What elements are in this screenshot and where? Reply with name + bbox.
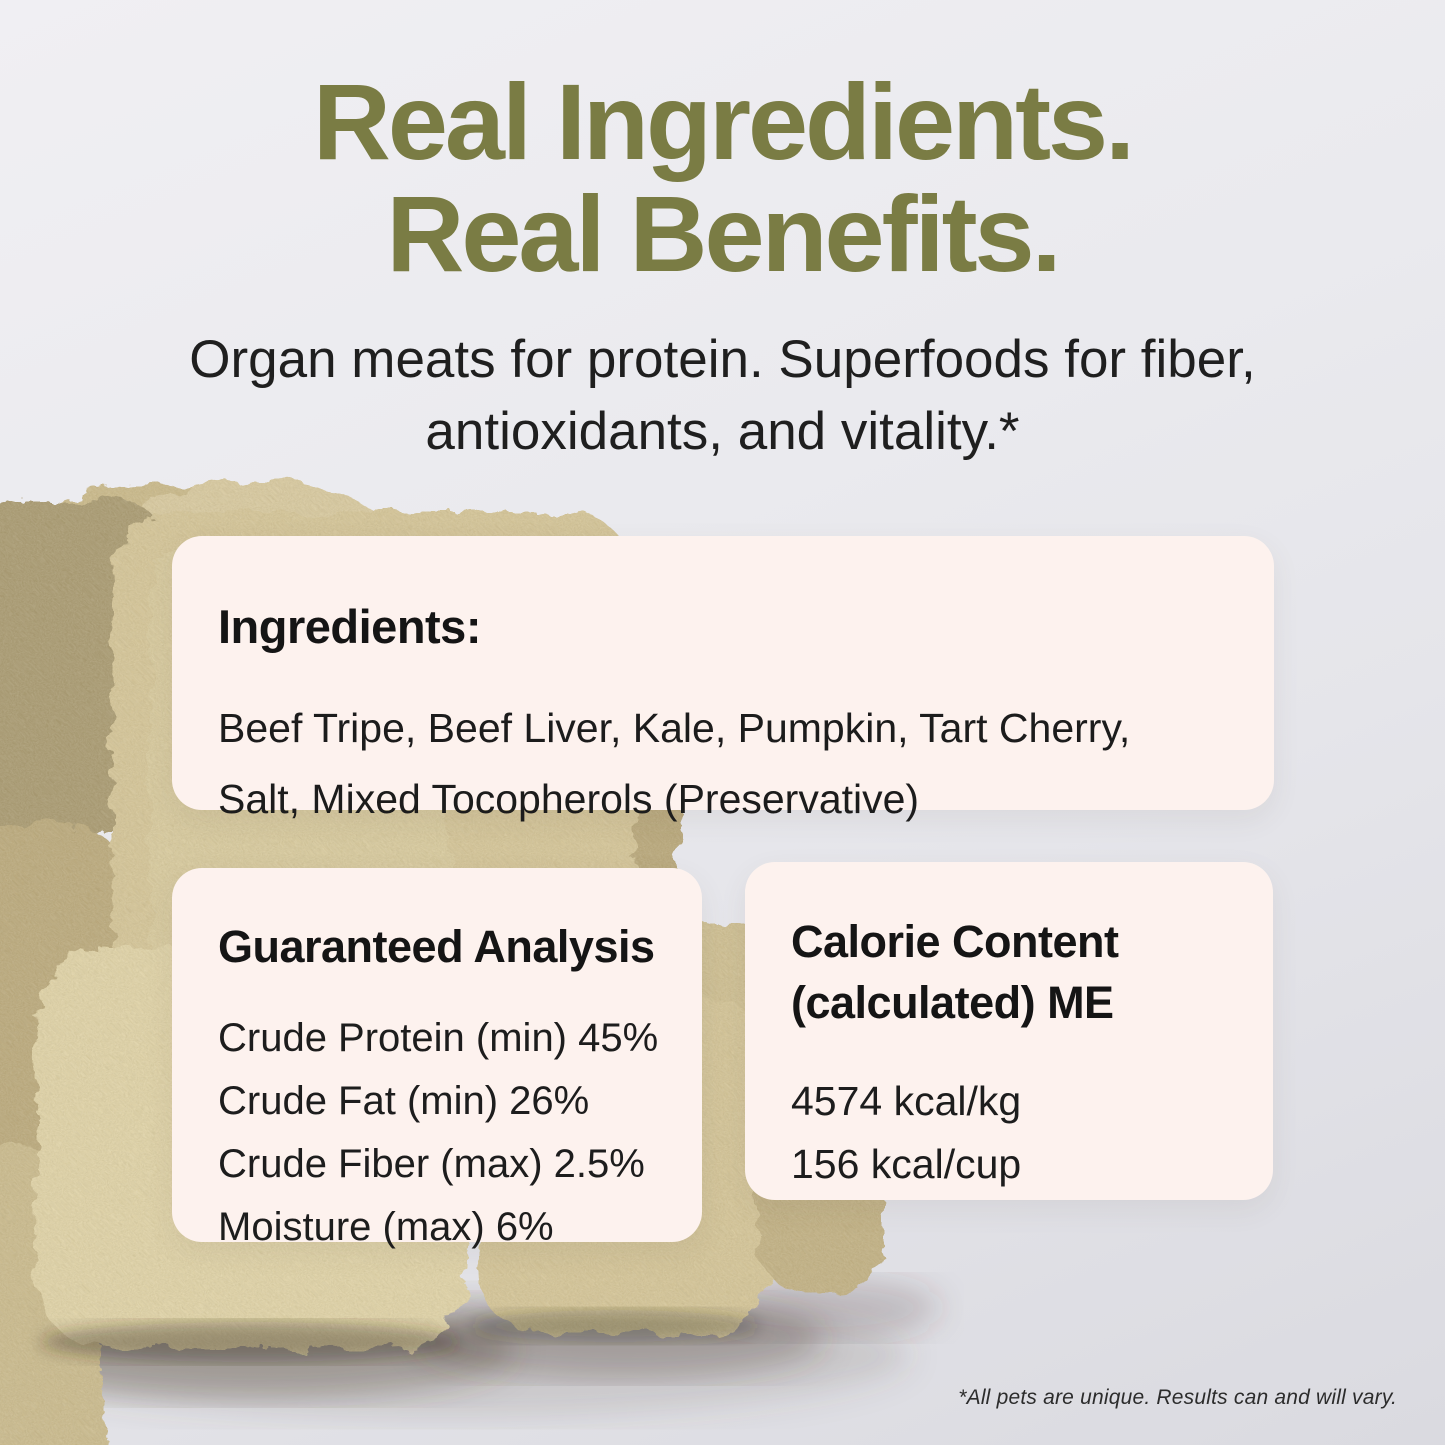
- calorie-content-card: Calorie Content (calculated) ME 4574 kca…: [745, 862, 1273, 1200]
- subtitle: Organ meats for protein. Superfoods for …: [189, 330, 1256, 462]
- analysis-row-protein: Crude Protein (min) 45%: [218, 1015, 659, 1060]
- analysis-row-moisture: Moisture (max) 6%: [218, 1205, 554, 1250]
- guaranteed-analysis-title: Guaranteed Analysis: [218, 921, 655, 972]
- treat-cubes-photo: [0, 478, 940, 1445]
- ingredients-title: Ingredients:: [218, 600, 481, 653]
- ingredients-card: Ingredients: Beef Tripe, Beef Liver, Kal…: [172, 536, 1274, 822]
- analysis-row-fiber: Crude Fiber (max) 2.5%: [218, 1141, 645, 1186]
- headline: Real Ingredients. Real Benefits.: [0, 61, 1445, 295]
- disclaimer: *All pets are unique. Results can and wi…: [958, 1386, 1397, 1409]
- guaranteed-analysis-rows: Crude Protein (min) 45% Crude Fat (min) …: [218, 1007, 666, 1260]
- ingredients-list: Beef Tripe, Beef Liver, Kale, Pumpkin, T…: [218, 705, 1131, 822]
- guaranteed-analysis-card: Guaranteed Analysis Crude Protein (min) …: [172, 868, 702, 1249]
- calorie-row-kg: 4574 kcal/kg: [791, 1077, 1022, 1124]
- calorie-row-cup: 156 kcal/cup: [791, 1141, 1022, 1188]
- calorie-content-title: Calorie Content (calculated) ME: [791, 916, 1119, 1028]
- headline-line1: Real Ingredients.: [312, 61, 1135, 182]
- calorie-content-rows: 4574 kcal/kg 156 kcal/cup: [791, 1070, 1233, 1197]
- analysis-row-fat: Crude Fat (min) 26%: [218, 1078, 590, 1123]
- headline-line2: Real Benefits.: [386, 173, 1061, 295]
